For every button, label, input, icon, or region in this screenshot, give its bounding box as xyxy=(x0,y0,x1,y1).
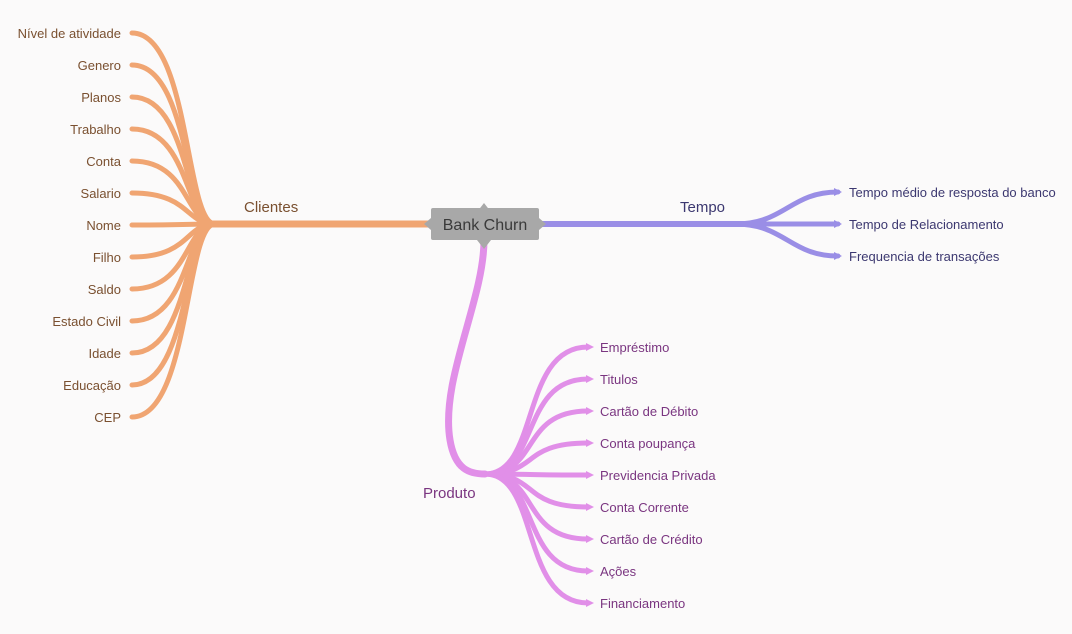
produto-edge-arrow-icon xyxy=(586,503,594,511)
produto-item[interactable]: Empréstimo xyxy=(600,340,669,355)
tempo-item[interactable]: Tempo de Relacionamento xyxy=(849,217,1004,232)
produto-item[interactable]: Cartão de Crédito xyxy=(600,532,703,547)
tempo-edge-arrow-icon xyxy=(834,188,842,196)
produto-item[interactable]: Financiamento xyxy=(600,596,685,611)
produto-edge-arrow-icon xyxy=(586,535,594,543)
produto-item[interactable]: Conta Corrente xyxy=(600,500,689,515)
tempo-edge-arrow-icon xyxy=(834,252,842,260)
produto-item[interactable]: Conta poupança xyxy=(600,436,696,451)
clientes-item[interactable]: Idade xyxy=(88,346,121,361)
root-label: Bank Churn xyxy=(443,217,528,234)
clientes-item[interactable]: Conta xyxy=(86,154,121,169)
clientes-item[interactable]: Nome xyxy=(86,218,121,233)
clientes-item[interactable]: Planos xyxy=(81,90,121,105)
clientes-item[interactable]: Nível de atividade xyxy=(18,26,121,41)
clientes-item[interactable]: Educação xyxy=(63,378,121,393)
produto-edge xyxy=(482,471,591,606)
clientes-items: Nível de atividade Genero Planos Trabalho Co… xyxy=(18,26,122,425)
produto-item[interactable]: Cartão de Débito xyxy=(600,404,698,419)
tempo-items: Tempo médio de resposta do banco Tempo de… xyxy=(849,185,1056,264)
root-left-arrow-icon xyxy=(424,218,431,230)
tempo-edge xyxy=(732,221,841,259)
tempo-item[interactable]: Frequencia de transações xyxy=(849,249,1000,264)
produto-edge-arrow-icon xyxy=(586,439,594,447)
tempo-item[interactable]: Tempo médio de resposta do banco xyxy=(849,185,1056,200)
clientes-item[interactable]: CEP xyxy=(94,410,121,425)
produto-edge-arrow-icon xyxy=(586,407,594,415)
produto-item[interactable]: Titulos xyxy=(600,372,638,387)
root-bottom-arrow-icon xyxy=(477,240,491,249)
produto-edges xyxy=(482,343,594,607)
branch-label-tempo[interactable]: Tempo xyxy=(680,199,725,216)
produto-edge-arrow-icon xyxy=(586,375,594,383)
produto-trunk xyxy=(445,236,489,478)
clientes-item[interactable]: Saldo xyxy=(88,282,121,297)
clientes-item[interactable]: Salario xyxy=(81,186,121,201)
clientes-item[interactable]: Trabalho xyxy=(70,122,121,137)
produto-item[interactable]: Ações xyxy=(600,564,637,579)
clientes-item[interactable]: Estado Civil xyxy=(52,314,121,329)
branch-label-produto[interactable]: Produto xyxy=(423,485,476,502)
root-node[interactable]: Bank Churn xyxy=(424,203,546,249)
clientes-item[interactable]: Genero xyxy=(78,58,121,73)
tempo-edge-arrow-icon xyxy=(834,220,842,228)
produto-edge-arrow-icon xyxy=(586,343,594,351)
tempo-edge xyxy=(732,189,841,227)
produto-item[interactable]: Previdencia Privada xyxy=(600,468,716,483)
clientes-item[interactable]: Filho xyxy=(93,250,121,265)
produto-items: Empréstimo Titulos Cartão de Débito Conta p… xyxy=(600,340,716,611)
clientes-edge xyxy=(129,221,218,420)
root-right-arrow-icon xyxy=(539,218,546,230)
produto-edge-arrow-icon xyxy=(586,471,594,479)
produto-edge-arrow-icon xyxy=(586,567,594,575)
produto-edge-arrow-icon xyxy=(586,599,594,607)
root-box xyxy=(431,208,539,240)
branch-label-clientes[interactable]: Clientes xyxy=(244,199,298,216)
